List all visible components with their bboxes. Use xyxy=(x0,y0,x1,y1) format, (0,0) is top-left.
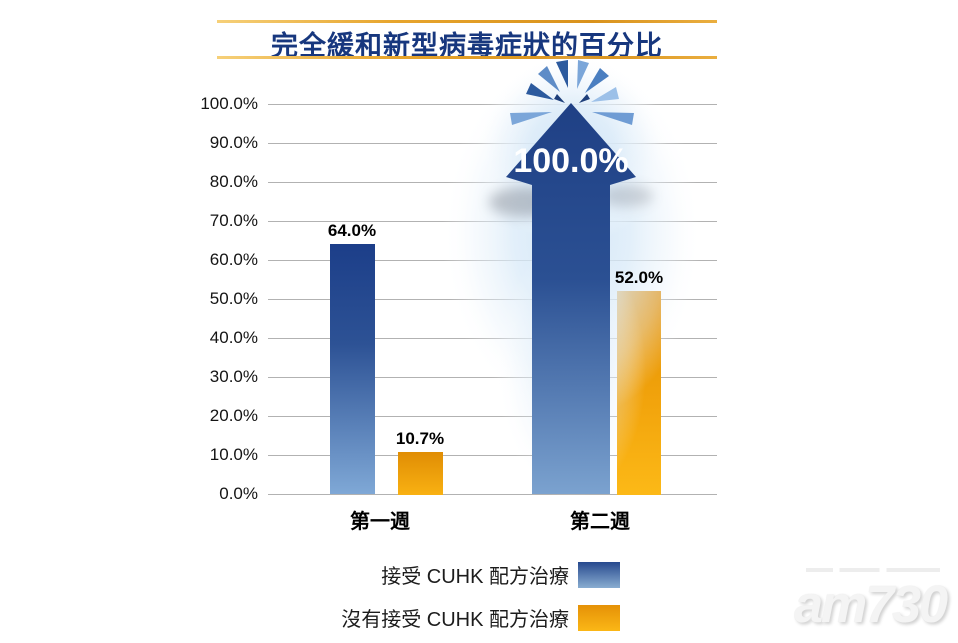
growth-arrow-graphic: 100.0% xyxy=(442,55,702,500)
ytick-90: 90.0% xyxy=(209,133,258,152)
ytick-80: 80.0% xyxy=(209,172,258,191)
arrow-shadow-right xyxy=(601,185,653,207)
legend-row-cuhk: 接受 CUHK 配方治療 xyxy=(0,560,620,589)
title-rule-top xyxy=(217,20,717,23)
xaxis-label-week2: 第二週 xyxy=(570,511,630,533)
legend-label-cuhk: 接受 CUHK 配方治療 xyxy=(381,566,569,588)
bar-no-cuhk-week1 xyxy=(398,452,443,495)
ytick-70: 70.0% xyxy=(209,211,258,230)
am730-watermark: am730 xyxy=(746,568,948,634)
burst-rays-icon xyxy=(510,60,634,125)
ytick-100: 100.0% xyxy=(200,94,258,113)
value-label-no-cuhk-week2: 52.0% xyxy=(614,268,664,287)
watermark-tagline-strip xyxy=(806,568,940,572)
legend-swatch-blue xyxy=(578,561,620,588)
ytick-0: 0.0% xyxy=(219,484,258,503)
title-rule-bottom xyxy=(217,56,717,59)
am730-logo: am730 xyxy=(794,576,948,634)
arrow-body xyxy=(506,103,636,494)
bar-cuhk-week1 xyxy=(330,244,375,494)
legend-swatch-orange xyxy=(578,604,620,631)
value-label-no-cuhk-week1: 10.7% xyxy=(395,429,445,448)
ytick-30: 30.0% xyxy=(209,367,258,386)
ytick-60: 60.0% xyxy=(209,250,258,269)
ytick-50: 50.0% xyxy=(209,289,258,308)
ytick-10: 10.0% xyxy=(209,445,258,464)
arrow-value-label: 100.0% xyxy=(513,142,628,180)
xaxis-label-week1: 第一週 xyxy=(350,511,410,533)
ytick-40: 40.0% xyxy=(209,328,258,347)
ytick-20: 20.0% xyxy=(209,406,258,425)
legend-row-no-cuhk: 沒有接受 CUHK 配方治療 xyxy=(0,603,620,632)
legend-label-no-cuhk: 沒有接受 CUHK 配方治療 xyxy=(341,609,569,631)
value-label-cuhk-week1: 64.0% xyxy=(327,221,377,240)
